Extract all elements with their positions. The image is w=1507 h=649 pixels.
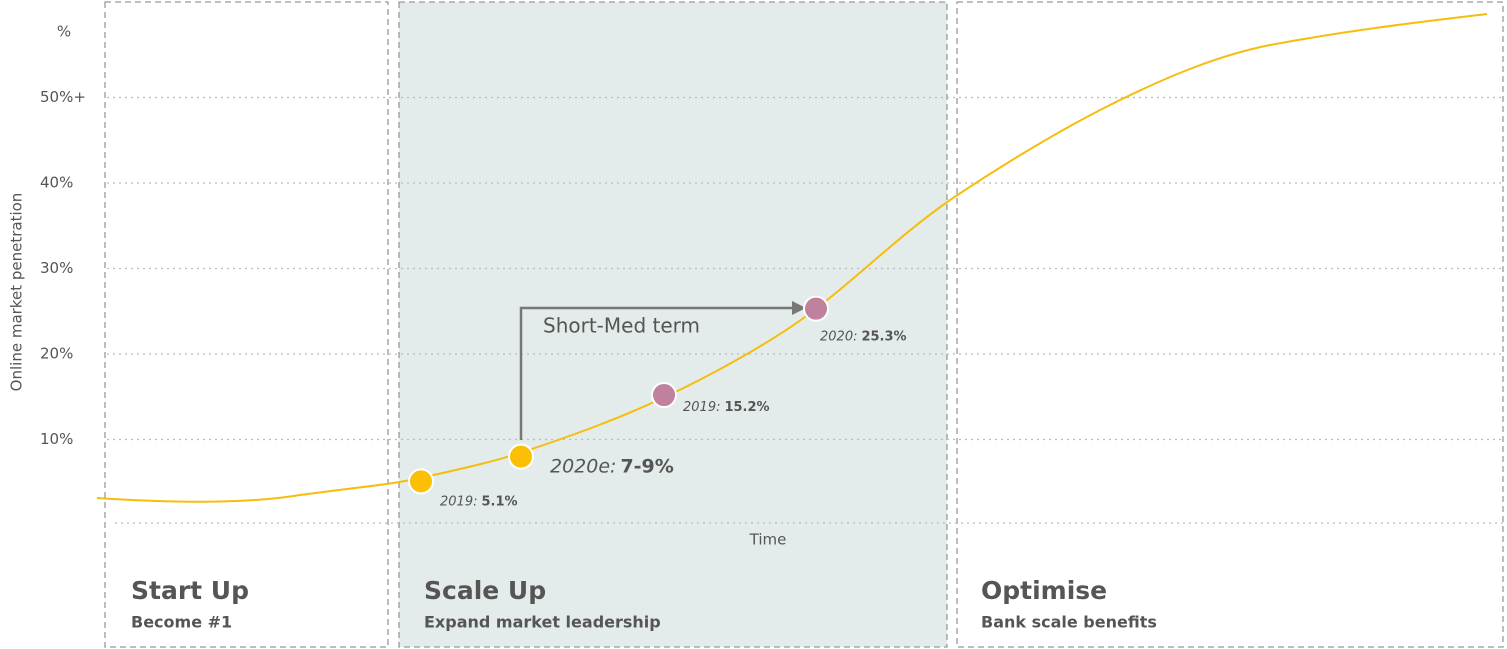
grid [107, 96, 1505, 441]
arrow [519, 306, 796, 440]
point-label: 2019: 15.2% [683, 400, 770, 415]
y-tick-label: 20% [40, 345, 73, 363]
point-label: 2020e: 7-9% [550, 455, 674, 477]
phase-title: Scale Up [424, 576, 546, 605]
data-point [651, 382, 677, 409]
phase-panel [398, 1, 948, 648]
phase-panel [956, 1, 1504, 648]
phase-subtitle: Become #1 [131, 613, 232, 632]
x-axis-label: Time [749, 531, 787, 549]
y-tick-label: 30% [40, 259, 73, 277]
y-unit: % [57, 23, 71, 41]
point-value: 15.2% [724, 400, 769, 415]
phase-title: Start Up [131, 576, 249, 605]
point-value: 7-9% [620, 455, 673, 477]
point-value: 5.1% [481, 494, 517, 509]
arrow-head [792, 301, 806, 315]
data-point [408, 468, 434, 495]
point-label: 2019: 5.1% [440, 494, 518, 509]
phase-highlight [399, 2, 947, 647]
y-tick-label: 40% [40, 174, 73, 192]
data-point [803, 295, 829, 322]
point-year: 2020e: [550, 455, 616, 477]
phase-title: Optimise [981, 576, 1107, 605]
phase-subtitle: Expand market leadership [424, 613, 661, 632]
y-axis-label: Online market penetration [8, 193, 26, 392]
phase-subtitle: Bank scale benefits [981, 613, 1157, 632]
y-tick-label: 50%+ [40, 88, 86, 106]
phase-panel [104, 1, 389, 648]
points: 2019: 5.1% 2020e: 7-9% 2019: 15.2% 2020: 25.3% [408, 295, 907, 509]
point-label: 2020: 25.3% [820, 329, 907, 344]
annotation: Short-Med term [543, 314, 700, 338]
data-point [508, 443, 534, 470]
point-value: 25.3% [861, 329, 906, 344]
point-year: 2019: [440, 494, 477, 509]
y-tick-label: 10% [40, 430, 73, 448]
s-curve [96, 13, 1488, 503]
point-year: 2019: [683, 400, 720, 415]
point-year: 2020: [820, 329, 857, 344]
